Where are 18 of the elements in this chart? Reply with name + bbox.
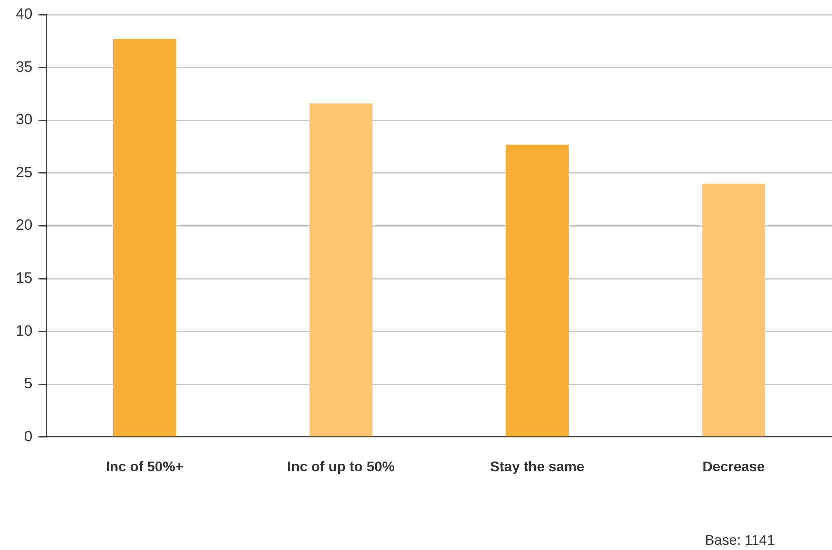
y-tick-label: 25 xyxy=(16,164,33,182)
y-tick-label: 15 xyxy=(16,270,33,288)
y-tick-label: 5 xyxy=(24,376,33,393)
bar xyxy=(310,104,373,437)
x-tick-label: Stay the same xyxy=(490,458,585,474)
bar xyxy=(113,39,176,437)
y-tick-label: 35 xyxy=(16,58,33,76)
y-tick-label: 0 xyxy=(24,428,33,446)
y-tick-label: 40 xyxy=(16,6,33,24)
y-tick-label: 20 xyxy=(16,217,33,234)
bar xyxy=(702,184,766,437)
text: Base: 1141 xyxy=(705,532,776,548)
x-tick-label: Inc of 50%+ xyxy=(106,458,184,474)
x-tick-label: Decrease xyxy=(702,458,766,474)
x-tick-label: Inc of up to 50% xyxy=(288,458,396,474)
y-tick-label: 10 xyxy=(16,322,33,340)
bar xyxy=(506,144,569,437)
y-tick-label: 30 xyxy=(16,112,33,129)
